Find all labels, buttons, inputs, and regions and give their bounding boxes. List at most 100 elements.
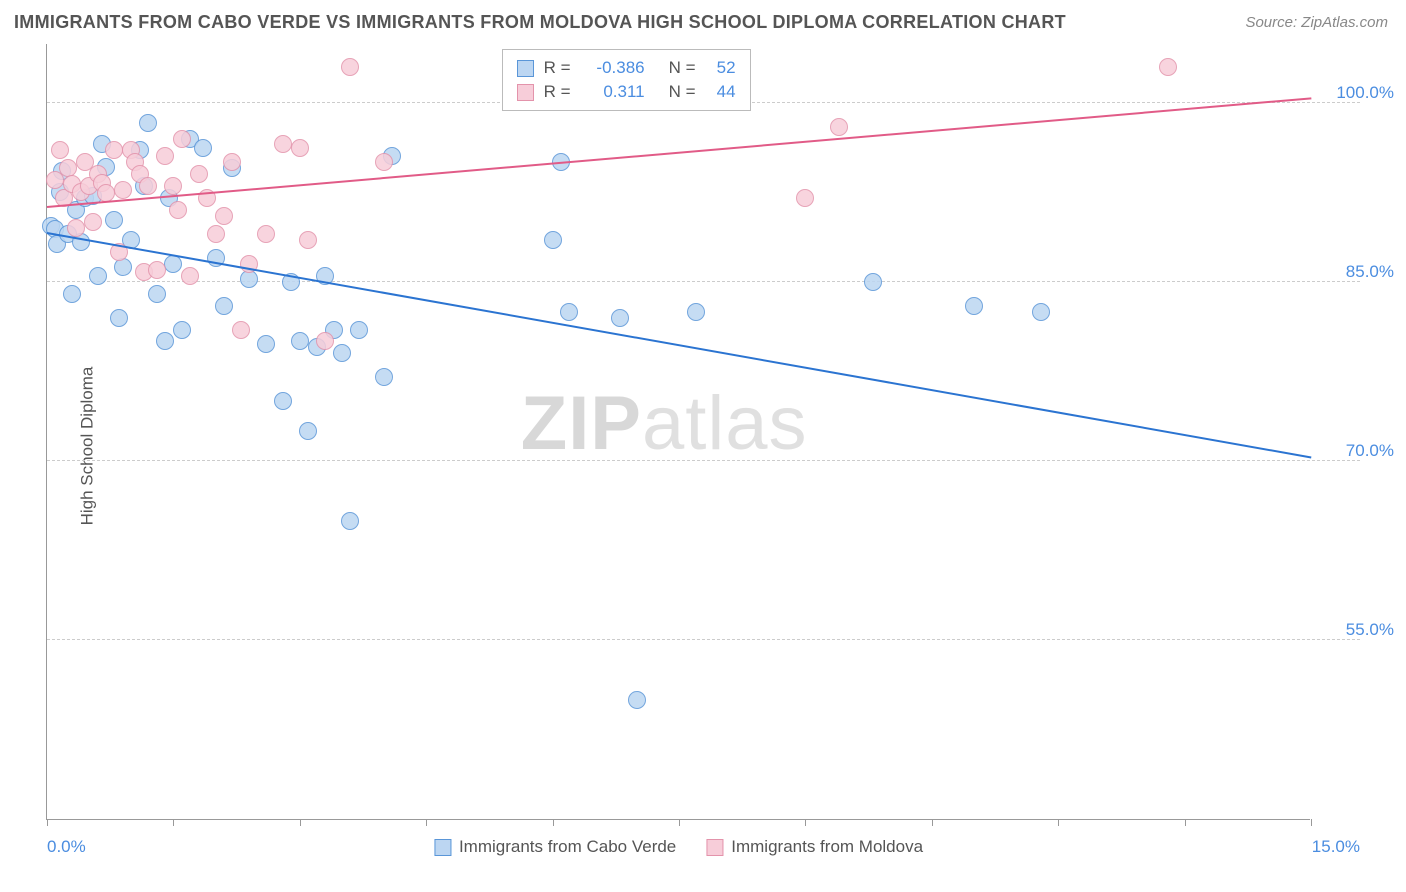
r-value: -0.386 <box>581 58 645 78</box>
x-tick <box>1058 819 1059 826</box>
data-point <box>1032 303 1050 321</box>
legend-label: Immigrants from Cabo Verde <box>459 837 676 857</box>
data-point <box>299 422 317 440</box>
y-tick-label: 70.0% <box>1346 441 1394 461</box>
data-point <box>173 321 191 339</box>
data-point <box>257 335 275 353</box>
chart-container: IMMIGRANTS FROM CABO VERDE VS IMMIGRANTS… <box>0 0 1406 892</box>
x-tick <box>932 819 933 826</box>
data-point <box>341 512 359 530</box>
data-point <box>215 207 233 225</box>
stats-row: R = -0.386 N = 52 <box>517 56 736 80</box>
data-point <box>830 118 848 136</box>
y-tick-label: 100.0% <box>1336 83 1394 103</box>
data-point <box>232 321 250 339</box>
data-point <box>181 267 199 285</box>
data-point <box>164 177 182 195</box>
data-point <box>194 139 212 157</box>
bottom-legend: Immigrants from Cabo Verde Immigrants fro… <box>434 837 923 857</box>
data-point <box>190 165 208 183</box>
x-max-label: 15.0% <box>1312 837 1360 857</box>
data-point <box>240 270 258 288</box>
legend-label: Immigrants from Moldova <box>731 837 923 857</box>
data-point <box>89 267 107 285</box>
data-point <box>864 273 882 291</box>
watermark: ZIPatlas <box>521 379 808 466</box>
watermark-atlas: atlas <box>642 380 808 465</box>
y-tick-label: 55.0% <box>1346 620 1394 640</box>
data-point <box>67 219 85 237</box>
data-point <box>291 332 309 350</box>
x-tick <box>1185 819 1186 826</box>
data-point <box>51 141 69 159</box>
x-min-label: 0.0% <box>47 837 86 857</box>
data-point <box>375 153 393 171</box>
trend-line <box>47 232 1311 458</box>
x-tick <box>300 819 301 826</box>
data-point <box>544 231 562 249</box>
y-tick-label: 85.0% <box>1346 262 1394 282</box>
stats-swatch <box>517 84 534 101</box>
data-point <box>139 114 157 132</box>
x-tick <box>173 819 174 826</box>
data-point <box>628 691 646 709</box>
stats-swatch <box>517 60 534 77</box>
data-point <box>299 231 317 249</box>
data-point <box>173 130 191 148</box>
data-point <box>110 309 128 327</box>
data-point <box>223 153 241 171</box>
n-value: 44 <box>706 82 736 102</box>
r-label: R = <box>544 58 571 78</box>
stats-row: R = 0.311 N = 44 <box>517 80 736 104</box>
data-point <box>114 258 132 276</box>
n-value: 52 <box>706 58 736 78</box>
data-point <box>333 344 351 362</box>
r-value: 0.311 <box>581 82 645 102</box>
data-point <box>375 368 393 386</box>
data-point <box>148 261 166 279</box>
data-point <box>156 332 174 350</box>
plot-area: ZIPatlas 55.0%70.0%85.0%100.0%0.0%15.0%I… <box>46 44 1310 820</box>
legend-item: Immigrants from Cabo Verde <box>434 837 676 857</box>
n-label: N = <box>669 58 696 78</box>
x-tick <box>679 819 680 826</box>
r-label: R = <box>544 82 571 102</box>
data-point <box>207 225 225 243</box>
data-point <box>84 213 102 231</box>
data-point <box>169 201 187 219</box>
legend-swatch <box>434 839 451 856</box>
x-tick <box>1311 819 1312 826</box>
data-point <box>215 297 233 315</box>
legend-swatch <box>706 839 723 856</box>
data-point <box>148 285 166 303</box>
trend-line <box>47 97 1311 208</box>
n-label: N = <box>669 82 696 102</box>
data-point <box>257 225 275 243</box>
data-point <box>341 58 359 76</box>
data-point <box>291 139 309 157</box>
gridline <box>47 460 1360 461</box>
data-point <box>114 181 132 199</box>
data-point <box>139 177 157 195</box>
stats-box: R = -0.386 N = 52 R = 0.311 N = 44 <box>502 49 751 111</box>
data-point <box>350 321 368 339</box>
x-tick <box>553 819 554 826</box>
watermark-zip: ZIP <box>521 380 642 465</box>
x-tick <box>47 819 48 826</box>
data-point <box>687 303 705 321</box>
data-point <box>611 309 629 327</box>
data-point <box>560 303 578 321</box>
chart-title: IMMIGRANTS FROM CABO VERDE VS IMMIGRANTS… <box>14 12 1066 33</box>
x-tick <box>805 819 806 826</box>
data-point <box>274 135 292 153</box>
data-point <box>105 211 123 229</box>
gridline <box>47 639 1360 640</box>
data-point <box>63 285 81 303</box>
data-point <box>156 147 174 165</box>
data-point <box>105 141 123 159</box>
legend-item: Immigrants from Moldova <box>706 837 923 857</box>
data-point <box>965 297 983 315</box>
data-point <box>1159 58 1177 76</box>
x-tick <box>426 819 427 826</box>
data-point <box>796 189 814 207</box>
